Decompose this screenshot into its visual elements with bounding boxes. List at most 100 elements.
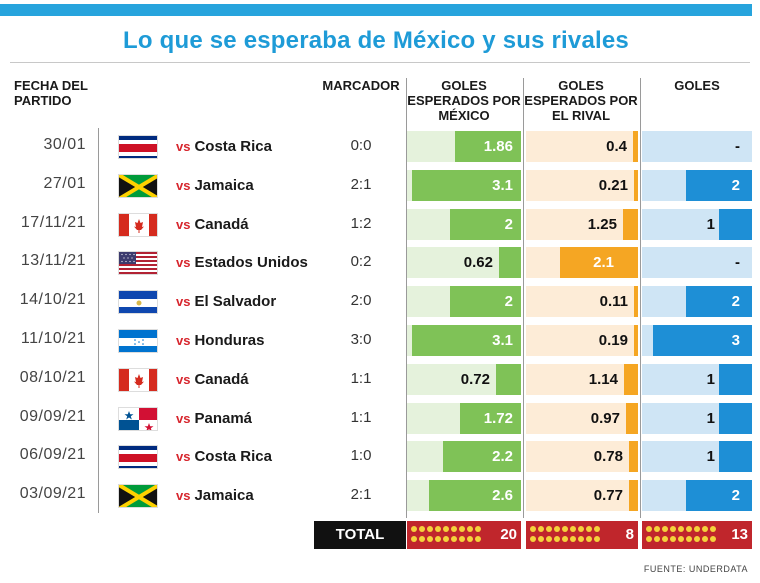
rival-label: Canadá — [194, 370, 249, 388]
goles-value: 1 — [706, 409, 715, 427]
dot — [586, 526, 592, 532]
xg-mexico-value: 3.1 — [492, 176, 513, 194]
match-date: 03/09/21 — [19, 485, 86, 503]
table-row: 09/09/21 vs Panamá 1:1 1.72 0.97 1 — [0, 399, 760, 438]
total-goles-esperados-mexico: 20 — [407, 521, 521, 549]
flag-jamaica-icon — [118, 484, 158, 509]
rival-name: vs Panamá — [176, 410, 252, 427]
flag-canada-icon — [118, 367, 158, 392]
match-date: 27/01 — [43, 174, 86, 192]
dot — [443, 526, 449, 532]
dot — [459, 536, 465, 542]
dot — [670, 536, 676, 542]
xg-rival-bar — [629, 480, 638, 512]
match-score: 1:1 — [350, 369, 372, 387]
xg-rival-value: 0.97 — [590, 409, 620, 427]
header-marcador: MARCADOR — [322, 78, 400, 93]
xg-mexico-bar — [496, 363, 521, 395]
xg-mexico-bar — [429, 480, 521, 512]
dot — [475, 526, 481, 532]
match-date: 11/10/21 — [20, 330, 86, 347]
dot — [562, 536, 568, 542]
flag-usa-icon — [118, 251, 158, 276]
dot — [678, 536, 684, 542]
column-divider — [523, 78, 524, 518]
dot — [686, 526, 692, 532]
xg-rival-bar — [624, 363, 638, 395]
header-fecha: FECHA DEL PARTIDO — [14, 78, 88, 108]
dot — [710, 526, 716, 532]
xg-rival-value: 0.19 — [598, 332, 628, 349]
xg-mexico-cell: 2.2 — [407, 441, 521, 473]
rival-name: vs Jamaica — [176, 487, 254, 504]
dot — [702, 526, 708, 532]
rival-label: El Salvador — [194, 293, 277, 311]
rival-name: vs Canadá — [176, 216, 249, 233]
dot — [562, 526, 568, 532]
xg-rival-value: 1.14 — [588, 370, 618, 388]
xg-rival-cell: 0.19 — [526, 325, 638, 356]
xg-rival-cell: 1.14 — [526, 363, 638, 395]
flag-jamaica-icon — [118, 173, 158, 198]
table-row: 11/10/21 vs Honduras 3:0 3.1 0.19 3 — [0, 321, 760, 360]
dot — [594, 536, 600, 542]
dot — [578, 526, 584, 532]
chart-title: Lo que se esperaba de México y sus rival… — [123, 27, 629, 54]
xg-rival-value: 0.11 — [599, 293, 628, 311]
table-row: 13/11/21 vs Estados Unidos 0:2 0.62 2.1 - — [0, 243, 760, 282]
vs-label: vs — [176, 488, 191, 504]
xg-rival-value: 2.1 — [593, 254, 614, 272]
xg-mexico-bar — [499, 247, 521, 279]
dot — [411, 526, 417, 532]
table-row: 30/01 vs Costa Rica 0:0 1.86 0.4 - — [0, 127, 760, 166]
xg-rival-value: 0.4 — [606, 138, 627, 155]
xg-rival-cell: 0.21 — [526, 169, 638, 201]
goles-bar — [653, 325, 752, 356]
match-date: 08/10/21 — [19, 368, 86, 386]
dot — [702, 536, 708, 542]
dot — [654, 526, 660, 532]
decorative-dots — [646, 526, 718, 544]
xg-rival-value: 0.21 — [598, 176, 628, 194]
goles-cell: 1 — [642, 208, 752, 240]
dot — [694, 536, 700, 542]
xg-mexico-cell: 2.6 — [407, 480, 521, 512]
goles-cell: 2 — [642, 480, 752, 512]
goles-bar — [719, 441, 752, 473]
rival-name: vs Costa Rica — [176, 138, 272, 155]
dot — [546, 526, 552, 532]
rival-name: vs Jamaica — [176, 177, 254, 194]
header-goles: GOLES — [674, 78, 720, 93]
rival-label: Jamaica — [194, 487, 254, 505]
xg-rival-bar — [623, 208, 638, 240]
goles-bar — [686, 286, 752, 318]
dot — [530, 526, 536, 532]
xg-rival-value: 0.77 — [593, 487, 623, 505]
header-goles-esperados-rival: GOLES ESPERADOS POR EL RIVAL — [524, 78, 638, 123]
total-goles-esperados-rival: 8 — [526, 521, 638, 549]
dot — [654, 536, 660, 542]
dot — [530, 536, 536, 542]
xg-rival-cell: 0.11 — [526, 286, 638, 318]
table-row: 03/09/21 vs Jamaica 2:1 2.6 0.77 2 — [0, 476, 760, 515]
vs-label: vs — [176, 294, 191, 310]
xg-rival-bar — [633, 131, 638, 162]
dot — [570, 526, 576, 532]
dot — [546, 536, 552, 542]
goles-bar — [686, 480, 752, 512]
xg-mexico-bar — [443, 441, 521, 473]
dot — [427, 536, 433, 542]
xg-rival-bar — [626, 402, 638, 434]
xg-mexico-value: 2.6 — [492, 487, 513, 505]
total-value: 13 — [731, 526, 748, 543]
goles-bar — [719, 363, 752, 395]
goles-value: 2 — [731, 293, 740, 311]
xg-mexico-bar — [412, 169, 521, 201]
match-score: 3:0 — [350, 331, 372, 348]
xg-rival-cell: 1.25 — [526, 208, 638, 240]
dot — [538, 536, 544, 542]
dot — [594, 526, 600, 532]
goles-bar — [686, 169, 752, 201]
flag-panama-icon — [118, 406, 158, 431]
total-goles: 13 — [642, 521, 752, 549]
